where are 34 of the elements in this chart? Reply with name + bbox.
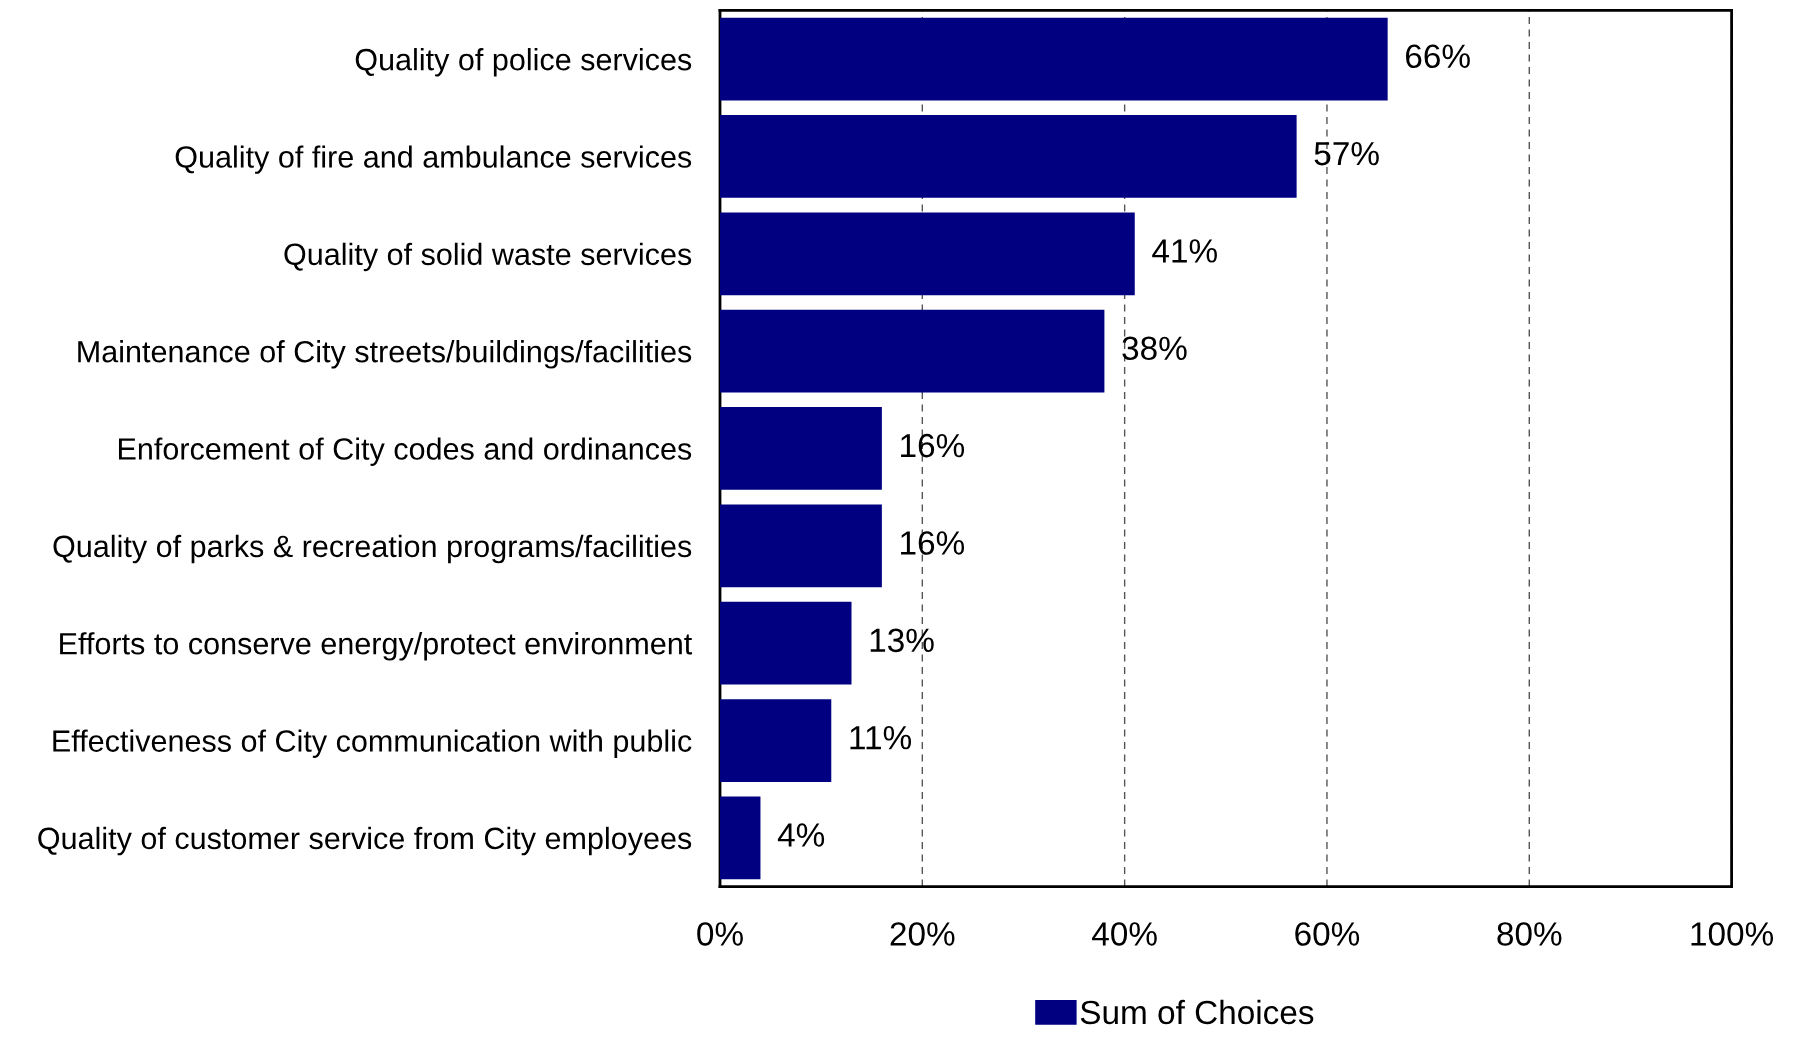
x-tick-label: 100% — [1691, 922, 1774, 946]
bar — [720, 699, 832, 782]
data-label: 16% — [901, 531, 965, 555]
data-label: 16% — [901, 433, 965, 458]
x-tick-label: 40% — [1092, 922, 1157, 946]
bar — [720, 17, 1388, 101]
bar — [720, 309, 1105, 393]
y-tick-label: Quality of solid waste services — [284, 242, 692, 272]
y-tick-label: Maintenance of City streets/buildings/facilities — [78, 340, 692, 369]
bar — [720, 504, 882, 588]
data-label: 66% — [1406, 44, 1470, 69]
data-label: 13% — [870, 628, 934, 653]
x-tick-label: 20% — [890, 922, 955, 946]
y-tick-label: Enforcement of City codes and ordinances — [118, 437, 692, 466]
data-label: 57% — [1314, 141, 1379, 166]
data-label: 4% — [777, 823, 825, 847]
y-tick-label: Quality of parks & recreation programs/facilities — [53, 534, 692, 564]
legend-label: Sum of Choices — [1080, 999, 1314, 1025]
x-tick-label: 60% — [1295, 922, 1360, 946]
data-label: 41% — [1152, 239, 1217, 263]
y-tick-label: Quality of fire and ambulance services — [175, 145, 692, 174]
data-label: 38% — [1122, 336, 1187, 361]
y-tick-label: Effectiveness of City communication with public — [53, 729, 692, 758]
y-tick-label: Efforts to conserve energy/protect environment — [60, 632, 693, 661]
bar — [720, 212, 1135, 296]
bar — [720, 407, 882, 490]
x-tick-label: 80% — [1497, 922, 1562, 946]
x-tick-label: 0% — [697, 922, 743, 946]
data-label: 11% — [850, 726, 912, 750]
y-tick-label: Quality of customer service from City employees — [38, 826, 692, 856]
bar — [720, 115, 1297, 198]
bar — [720, 601, 852, 685]
bar — [720, 796, 761, 880]
y-tick-label: Quality of police services — [355, 48, 692, 77]
